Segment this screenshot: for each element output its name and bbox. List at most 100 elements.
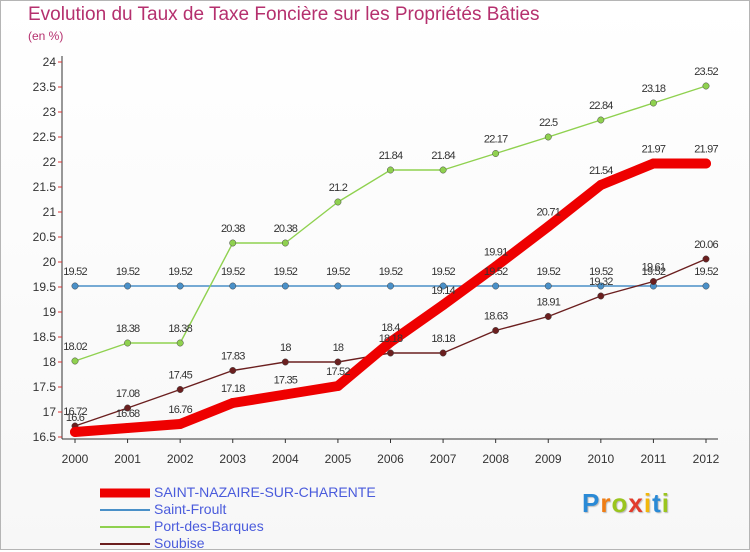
data-label: 19.32 bbox=[589, 276, 613, 288]
x-tick-label: 2010 bbox=[587, 452, 614, 466]
data-point bbox=[492, 282, 500, 290]
y-tick-label: 23.5 bbox=[33, 80, 57, 94]
data-point bbox=[280, 389, 291, 400]
chart-title: Evolution du Taux de Taxe Foncière sur l… bbox=[28, 4, 540, 25]
legend-label: Saint-Froult bbox=[154, 501, 227, 517]
legend-label: SAINT-NAZAIRE-SUR-CHARENTE bbox=[154, 484, 376, 500]
y-tick-label: 20.5 bbox=[33, 230, 57, 244]
data-label: 19.52 bbox=[221, 266, 245, 278]
series-line-2 bbox=[74, 85, 707, 362]
x-tick-label: 2003 bbox=[219, 452, 246, 466]
data-label: 18.18 bbox=[379, 333, 403, 345]
data-label: 23.52 bbox=[694, 66, 718, 78]
data-label: 16.6 bbox=[66, 412, 85, 424]
series-line-0 bbox=[70, 158, 711, 437]
data-label: 21.84 bbox=[431, 150, 455, 162]
data-label: 17.08 bbox=[116, 388, 140, 400]
logo-letter: i bbox=[643, 488, 653, 518]
data-label: 16.76 bbox=[168, 404, 192, 416]
data-label: 19.52 bbox=[431, 266, 455, 278]
data-label: 19.52 bbox=[326, 266, 350, 278]
data-point bbox=[387, 166, 394, 174]
data-point bbox=[124, 339, 132, 347]
data-point bbox=[597, 282, 605, 290]
data-point bbox=[122, 423, 133, 433]
data-point bbox=[597, 116, 605, 124]
data-label: 19.52 bbox=[379, 266, 403, 278]
data-point bbox=[649, 278, 657, 285]
x-tick-label: 2000 bbox=[62, 452, 89, 466]
data-point bbox=[649, 99, 657, 107]
data-label: 16.72 bbox=[63, 406, 87, 418]
data-point bbox=[229, 282, 237, 290]
data-point bbox=[702, 82, 710, 90]
data-label: 20.38 bbox=[274, 223, 298, 235]
legend-swatch bbox=[100, 542, 150, 545]
x-tick-label: 2011 bbox=[641, 452, 667, 466]
data-label: 21.84 bbox=[379, 150, 403, 162]
data-point bbox=[439, 349, 447, 357]
data-label: 18.91 bbox=[536, 297, 560, 309]
data-point bbox=[176, 339, 184, 347]
data-point bbox=[70, 427, 80, 437]
legend-label: Soubise bbox=[154, 535, 205, 551]
data-label: 18.4 bbox=[381, 322, 400, 334]
data-label: 21.97 bbox=[642, 144, 666, 156]
data-point bbox=[597, 292, 605, 300]
data-label: 19.52 bbox=[168, 266, 192, 278]
data-point bbox=[334, 198, 342, 206]
data-point bbox=[227, 398, 238, 408]
data-point bbox=[544, 133, 552, 141]
data-label: 19.52 bbox=[484, 266, 508, 278]
logo-letter: i bbox=[661, 488, 670, 518]
data-label: 18.02 bbox=[63, 341, 87, 353]
y-tick-label: 24 bbox=[43, 55, 57, 69]
data-point bbox=[544, 282, 552, 290]
y-tick-label: 17 bbox=[43, 405, 57, 419]
data-point bbox=[334, 358, 342, 366]
y-tick-label: 22 bbox=[43, 155, 57, 169]
proxiti-logo: Proxiti bbox=[582, 488, 670, 519]
data-label: 18.18 bbox=[431, 333, 455, 345]
y-tick-label: 23 bbox=[43, 105, 57, 119]
legend-swatch bbox=[100, 488, 150, 497]
data-label: 19.52 bbox=[642, 266, 666, 278]
data-point bbox=[544, 313, 552, 320]
data-label: 18 bbox=[280, 342, 291, 354]
data-point bbox=[176, 282, 184, 290]
y-tick-label: 21.5 bbox=[33, 180, 57, 194]
y-tick-label: 18 bbox=[43, 355, 57, 369]
data-point bbox=[124, 282, 132, 290]
data-point bbox=[175, 419, 186, 429]
data-point bbox=[71, 357, 79, 365]
data-label: 16.68 bbox=[116, 408, 140, 420]
data-point bbox=[229, 367, 237, 374]
x-tick-label: 2004 bbox=[272, 452, 299, 466]
data-label: 23.18 bbox=[642, 83, 666, 95]
data-label: 20.06 bbox=[694, 239, 718, 251]
data-point bbox=[332, 381, 343, 391]
data-point bbox=[124, 404, 132, 412]
data-point bbox=[281, 358, 289, 366]
data-label: 17.18 bbox=[221, 383, 245, 395]
x-tick-label: 2002 bbox=[167, 452, 194, 466]
y-tick-label: 17.5 bbox=[33, 380, 57, 394]
x-tick-label: 2007 bbox=[430, 452, 457, 466]
data-label: 19.52 bbox=[274, 266, 298, 278]
y-tick-label: 18.5 bbox=[33, 330, 57, 344]
data-point bbox=[702, 255, 710, 263]
data-label: 20.71 bbox=[536, 207, 560, 219]
data-point bbox=[438, 300, 449, 310]
data-point bbox=[492, 150, 500, 157]
data-label: 21.2 bbox=[329, 182, 348, 194]
x-tick-label: 2008 bbox=[482, 452, 509, 466]
data-label: 18.63 bbox=[484, 311, 508, 323]
data-label: 19.52 bbox=[63, 266, 87, 278]
data-label: 20.38 bbox=[221, 223, 245, 235]
data-point bbox=[648, 158, 659, 169]
data-label: 18.38 bbox=[116, 323, 140, 335]
data-label: 19.52 bbox=[694, 266, 718, 278]
x-tick-label: 2009 bbox=[535, 452, 562, 466]
